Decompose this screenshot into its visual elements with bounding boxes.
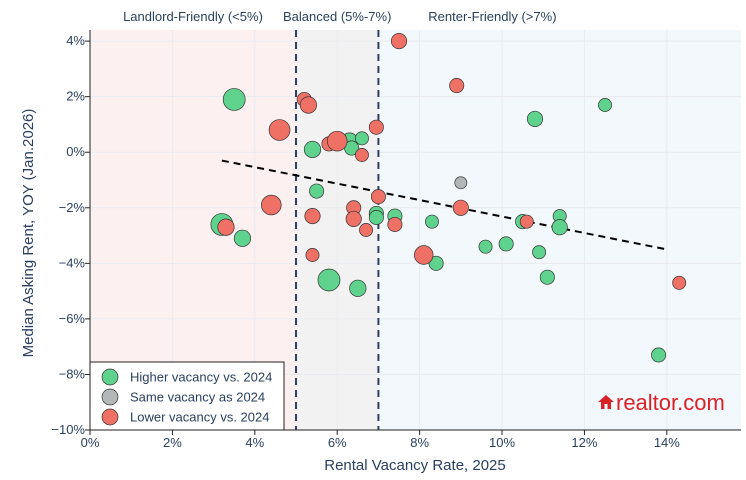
data-point: [672, 275, 687, 290]
y-tick-label: 0%: [66, 144, 85, 159]
x-axis-title: Rental Vacancy Rate, 2025: [324, 457, 506, 474]
data-point: [387, 216, 403, 232]
y-tick-label: −8%: [59, 366, 86, 381]
data-point: [368, 210, 384, 226]
data-point: [299, 96, 317, 114]
data-point: [414, 245, 434, 265]
data-point: [425, 214, 439, 229]
data-point: [526, 110, 544, 127]
data-point: [261, 194, 282, 216]
data-point: [349, 279, 367, 297]
threshold-lines: [295, 30, 380, 430]
y-axis-title: Median Asking Rent, YOY (Jan.2026): [20, 109, 37, 358]
data-point: [551, 219, 568, 236]
y-tick-label: −2%: [59, 200, 86, 215]
data-point: [598, 98, 612, 112]
data-point: [268, 119, 291, 141]
region-labels: Landlord-Friendly (<5%) Balanced (5%-7%) R…: [123, 9, 556, 24]
data-point: [305, 248, 320, 262]
data-point: [326, 130, 348, 152]
data-point: [303, 140, 322, 159]
trendline-path: [221, 159, 668, 251]
data-point: [498, 236, 514, 252]
legend: Higher vacancy vs. 2024 Same vacancy as 2…: [89, 361, 285, 431]
x-tick-label: 6%: [328, 435, 347, 450]
legend-box: [89, 361, 285, 431]
data-point: [304, 208, 321, 225]
legend-marker: [101, 408, 119, 426]
data-point: [354, 131, 369, 146]
brand-text: realtor.com: [616, 390, 725, 415]
y-tick-label: −6%: [59, 311, 86, 326]
data-point: [454, 176, 468, 190]
x-tick-label: 4%: [245, 435, 264, 450]
house-door: [604, 404, 608, 409]
data-point: [217, 218, 235, 236]
x-tick-label: 0%: [81, 435, 100, 450]
y-axis-ticks: 4% 2% 0% −2% −4% −6% −8% −10%: [51, 33, 90, 437]
x-tick-label: 14%: [654, 435, 680, 450]
data-point: [651, 347, 667, 363]
legend-marker: [101, 388, 119, 406]
data-point: [370, 189, 386, 205]
y-tick-label: −4%: [59, 255, 86, 270]
data-point: [309, 183, 325, 199]
data-point: [428, 255, 444, 271]
y-tick-label: −10%: [51, 422, 85, 437]
data-point: [449, 78, 465, 94]
x-tick-label: 10%: [489, 435, 515, 450]
realtor-logo: realtor.com: [598, 390, 725, 415]
legend-label: Same vacancy as 2024: [130, 390, 265, 405]
data-point: [233, 229, 252, 247]
data-point: [452, 199, 469, 216]
data-point: [519, 214, 534, 229]
data-point: [222, 88, 246, 111]
region-label-0: Landlord-Friendly (<5%): [123, 9, 263, 24]
data-point: [368, 119, 384, 135]
data-point: [345, 210, 362, 227]
x-tick-label: 12%: [571, 435, 597, 450]
region-label-2: Renter-Friendly (>7%): [428, 9, 556, 24]
data-point: [317, 268, 341, 292]
x-axis-ticks: 0% 2% 4% 6% 8% 10% 12% 14%: [81, 430, 680, 450]
data-point: [539, 269, 555, 285]
house-icon: [598, 395, 614, 409]
y-tick-label: 4%: [66, 33, 85, 48]
data-point: [478, 239, 493, 254]
trendline: [221, 159, 668, 251]
legend-label: Higher vacancy vs. 2024: [130, 370, 272, 385]
data-point: [390, 33, 408, 50]
x-tick-label: 2%: [163, 435, 182, 450]
data-point: [354, 148, 369, 162]
region-label-1: Balanced (5%-7%): [283, 9, 391, 24]
data-points: [210, 33, 687, 363]
data-point: [532, 245, 547, 260]
x-tick-label: 8%: [410, 435, 429, 450]
legend-label: Lower vacancy vs. 2024: [130, 410, 269, 425]
y-tick-label: 2%: [66, 89, 85, 104]
legend-marker: [101, 368, 119, 386]
data-point: [359, 223, 374, 237]
